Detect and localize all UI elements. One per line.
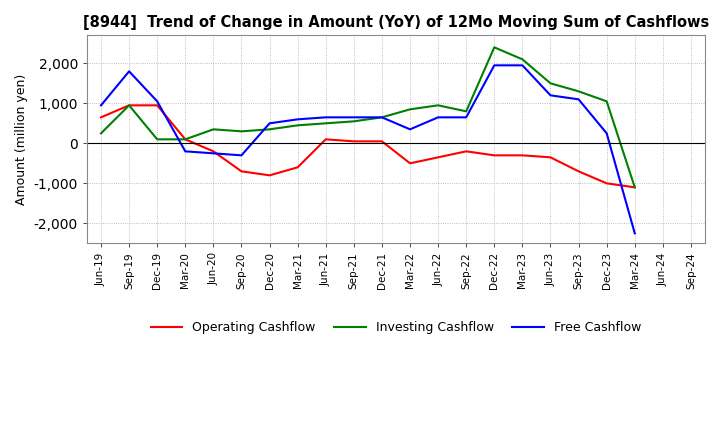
Free Cashflow: [575, 97, 583, 102]
Investing Cashflow: [181, 137, 189, 142]
Operating Cashflow: [349, 139, 358, 144]
Investing Cashflow: [405, 106, 414, 112]
Investing Cashflow: [209, 127, 217, 132]
Title: [8944]  Trend of Change in Amount (YoY) of 12Mo Moving Sum of Cashflows: [8944] Trend of Change in Amount (YoY) o…: [83, 15, 709, 30]
Operating Cashflow: [433, 155, 442, 160]
Operating Cashflow: [462, 149, 471, 154]
Free Cashflow: [490, 62, 499, 68]
Free Cashflow: [349, 115, 358, 120]
Investing Cashflow: [265, 127, 274, 132]
Operating Cashflow: [575, 169, 583, 174]
Investing Cashflow: [293, 123, 302, 128]
Investing Cashflow: [631, 185, 639, 190]
Operating Cashflow: [405, 161, 414, 166]
Free Cashflow: [405, 127, 414, 132]
Operating Cashflow: [631, 185, 639, 190]
Investing Cashflow: [377, 115, 386, 120]
Free Cashflow: [546, 93, 555, 98]
Line: Free Cashflow: Free Cashflow: [101, 65, 635, 233]
Operating Cashflow: [490, 153, 499, 158]
Free Cashflow: [237, 153, 246, 158]
Free Cashflow: [631, 231, 639, 236]
Operating Cashflow: [321, 137, 330, 142]
Investing Cashflow: [433, 103, 442, 108]
Operating Cashflow: [293, 165, 302, 170]
Investing Cashflow: [490, 45, 499, 50]
Y-axis label: Amount (million yen): Amount (million yen): [15, 74, 28, 205]
Operating Cashflow: [265, 172, 274, 178]
Free Cashflow: [321, 115, 330, 120]
Investing Cashflow: [349, 119, 358, 124]
Operating Cashflow: [181, 137, 189, 142]
Free Cashflow: [96, 103, 105, 108]
Line: Operating Cashflow: Operating Cashflow: [101, 105, 635, 187]
Free Cashflow: [462, 115, 471, 120]
Investing Cashflow: [546, 81, 555, 86]
Free Cashflow: [518, 62, 527, 68]
Free Cashflow: [293, 117, 302, 122]
Investing Cashflow: [603, 99, 611, 104]
Operating Cashflow: [377, 139, 386, 144]
Legend: Operating Cashflow, Investing Cashflow, Free Cashflow: Operating Cashflow, Investing Cashflow, …: [146, 316, 646, 339]
Operating Cashflow: [153, 103, 161, 108]
Investing Cashflow: [96, 131, 105, 136]
Free Cashflow: [603, 131, 611, 136]
Investing Cashflow: [125, 103, 133, 108]
Operating Cashflow: [96, 115, 105, 120]
Free Cashflow: [377, 115, 386, 120]
Operating Cashflow: [518, 153, 527, 158]
Operating Cashflow: [546, 155, 555, 160]
Operating Cashflow: [603, 181, 611, 186]
Investing Cashflow: [237, 128, 246, 134]
Investing Cashflow: [575, 89, 583, 94]
Free Cashflow: [433, 115, 442, 120]
Investing Cashflow: [462, 109, 471, 114]
Free Cashflow: [125, 69, 133, 74]
Operating Cashflow: [125, 103, 133, 108]
Free Cashflow: [209, 150, 217, 156]
Free Cashflow: [265, 121, 274, 126]
Operating Cashflow: [209, 149, 217, 154]
Investing Cashflow: [321, 121, 330, 126]
Free Cashflow: [181, 149, 189, 154]
Operating Cashflow: [237, 169, 246, 174]
Investing Cashflow: [518, 57, 527, 62]
Free Cashflow: [153, 99, 161, 104]
Line: Investing Cashflow: Investing Cashflow: [101, 48, 635, 187]
Investing Cashflow: [153, 137, 161, 142]
